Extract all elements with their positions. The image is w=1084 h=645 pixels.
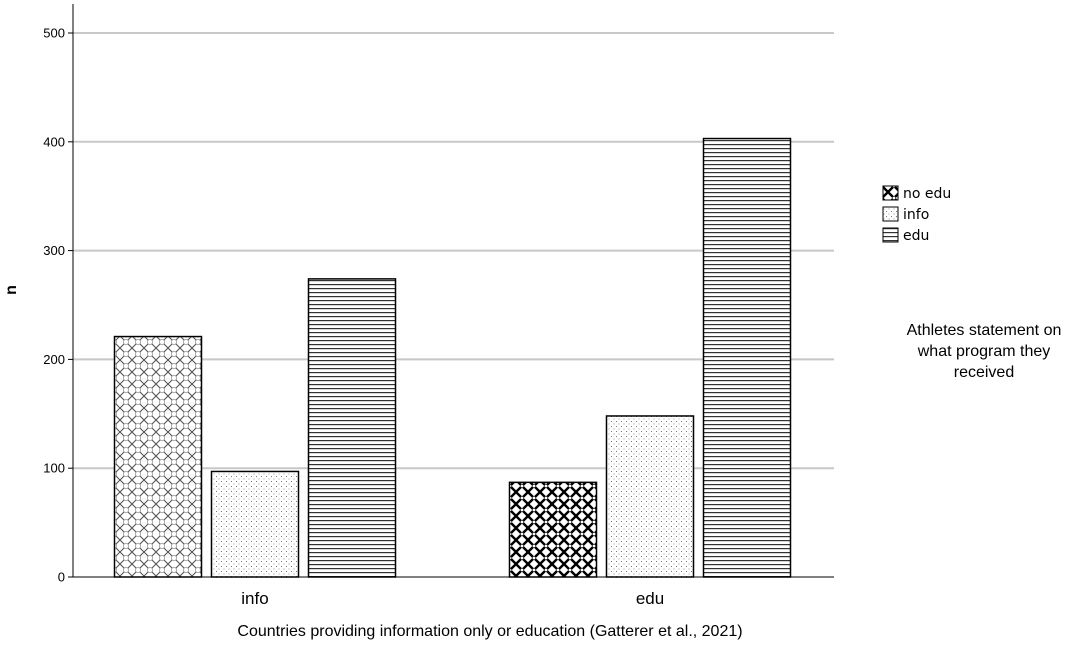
bar-info-info xyxy=(210,470,300,578)
y-tick-label: 200 xyxy=(43,352,65,367)
legend-label-no-edu: no edu xyxy=(903,186,951,202)
y-axis-title: n xyxy=(3,285,20,295)
y-tick-label: 300 xyxy=(43,243,65,258)
legend: no edu info edu Athletes statement on wh… xyxy=(882,185,1062,381)
legend-title-line-3: received xyxy=(954,364,1014,381)
legend-title-line-1: Athletes statement on xyxy=(907,322,1062,339)
legend-swatch-edu xyxy=(882,227,899,243)
legend-swatch-no-edu xyxy=(882,185,899,201)
bar-info-edu xyxy=(307,278,397,578)
y-tick-label: 100 xyxy=(43,461,65,476)
legend-swatch-info xyxy=(882,206,899,222)
bar-edu-info xyxy=(605,415,695,578)
x-axis-title: Countries providing information only or … xyxy=(237,623,742,640)
legend-title-line-2: what program they xyxy=(917,343,1051,360)
x-category-label: edu xyxy=(636,589,664,608)
legend-label-info: info xyxy=(903,207,929,223)
y-tick-label: 400 xyxy=(43,134,65,149)
bar-info-no-edu xyxy=(113,335,203,578)
y-tick-label: 0 xyxy=(58,570,65,585)
bar-edu-no-edu xyxy=(508,481,598,578)
y-tick-label: 500 xyxy=(43,26,65,41)
legend-label-edu: edu xyxy=(903,228,929,244)
x-category-label: info xyxy=(241,589,268,608)
bar-edu-edu xyxy=(702,137,792,578)
